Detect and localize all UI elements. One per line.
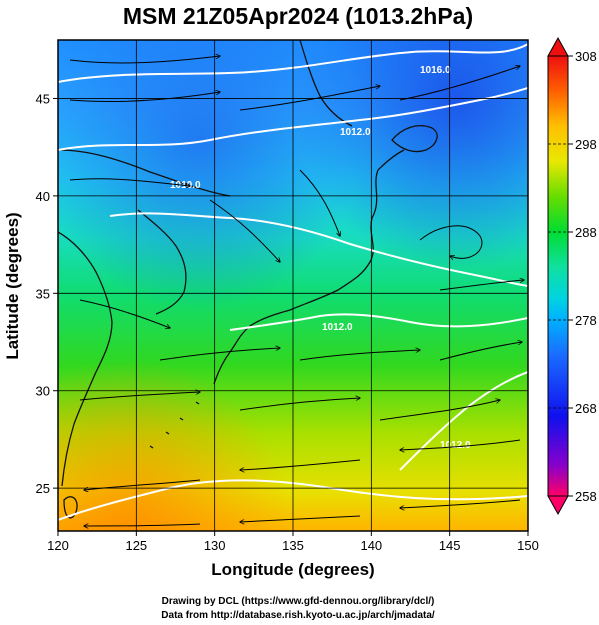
isobars [58, 43, 528, 521]
x-tick-label: 125 [125, 538, 147, 553]
x-axis-label: Longitude (degrees) [211, 560, 374, 579]
x-tick-label: 150 [517, 538, 539, 553]
y-tick-label: 40 [36, 189, 50, 204]
colorbar-tick-label: 268 [575, 401, 597, 416]
colorbar-tick-label: 258 [575, 489, 597, 504]
x-tick-label: 145 [439, 538, 461, 553]
x-axis-ticks: 120 125 130 135 140 145 150 [47, 531, 539, 553]
y-axis-label: Latitude (degrees) [3, 212, 22, 359]
colorbar-ticks: 308 298 288 278 268 258 [548, 49, 597, 504]
map-panel: 1016.0 1012.0 1010.0 1012.0 1012.0 [36, 39, 539, 553]
isobar-label: 1012.0 [340, 127, 371, 138]
map-title: MSM 21Z05Apr2024 (1013.2hPa) [123, 3, 473, 29]
colorbar: 308 298 288 278 268 258 [547, 36, 597, 516]
colorbar-scale [547, 55, 569, 497]
map-grid [58, 40, 528, 531]
y-tick-label: 30 [36, 384, 50, 399]
colorbar-lower-triangle [547, 495, 569, 516]
isobar-label: 1012.0 [440, 440, 471, 451]
x-tick-label: 140 [360, 538, 382, 553]
isobar-label: 1012.0 [322, 322, 353, 333]
x-tick-label: 130 [204, 538, 226, 553]
y-tick-label: 35 [36, 286, 50, 301]
y-axis-ticks: 25 30 35 40 45 [36, 91, 58, 496]
x-tick-label: 135 [282, 538, 304, 553]
credit-data: Data from http://database.rish.kyoto-u.a… [161, 610, 435, 621]
y-tick-label: 25 [36, 481, 50, 496]
colorbar-tick-label: 288 [575, 225, 597, 240]
colorbar-upper-triangle [547, 36, 569, 57]
wind-streamlines [69, 56, 524, 526]
isobar-label: 1016.0 [420, 65, 451, 76]
colorbar-tick-label: 298 [575, 137, 597, 152]
colorbar-tick-label: 308 [575, 49, 597, 64]
colorbar-tick-label: 278 [575, 313, 597, 328]
x-tick-label: 120 [47, 538, 69, 553]
y-tick-label: 45 [36, 91, 50, 106]
credit-drawing: Drawing by DCL (https://www.gfd-dennou.o… [162, 596, 435, 607]
